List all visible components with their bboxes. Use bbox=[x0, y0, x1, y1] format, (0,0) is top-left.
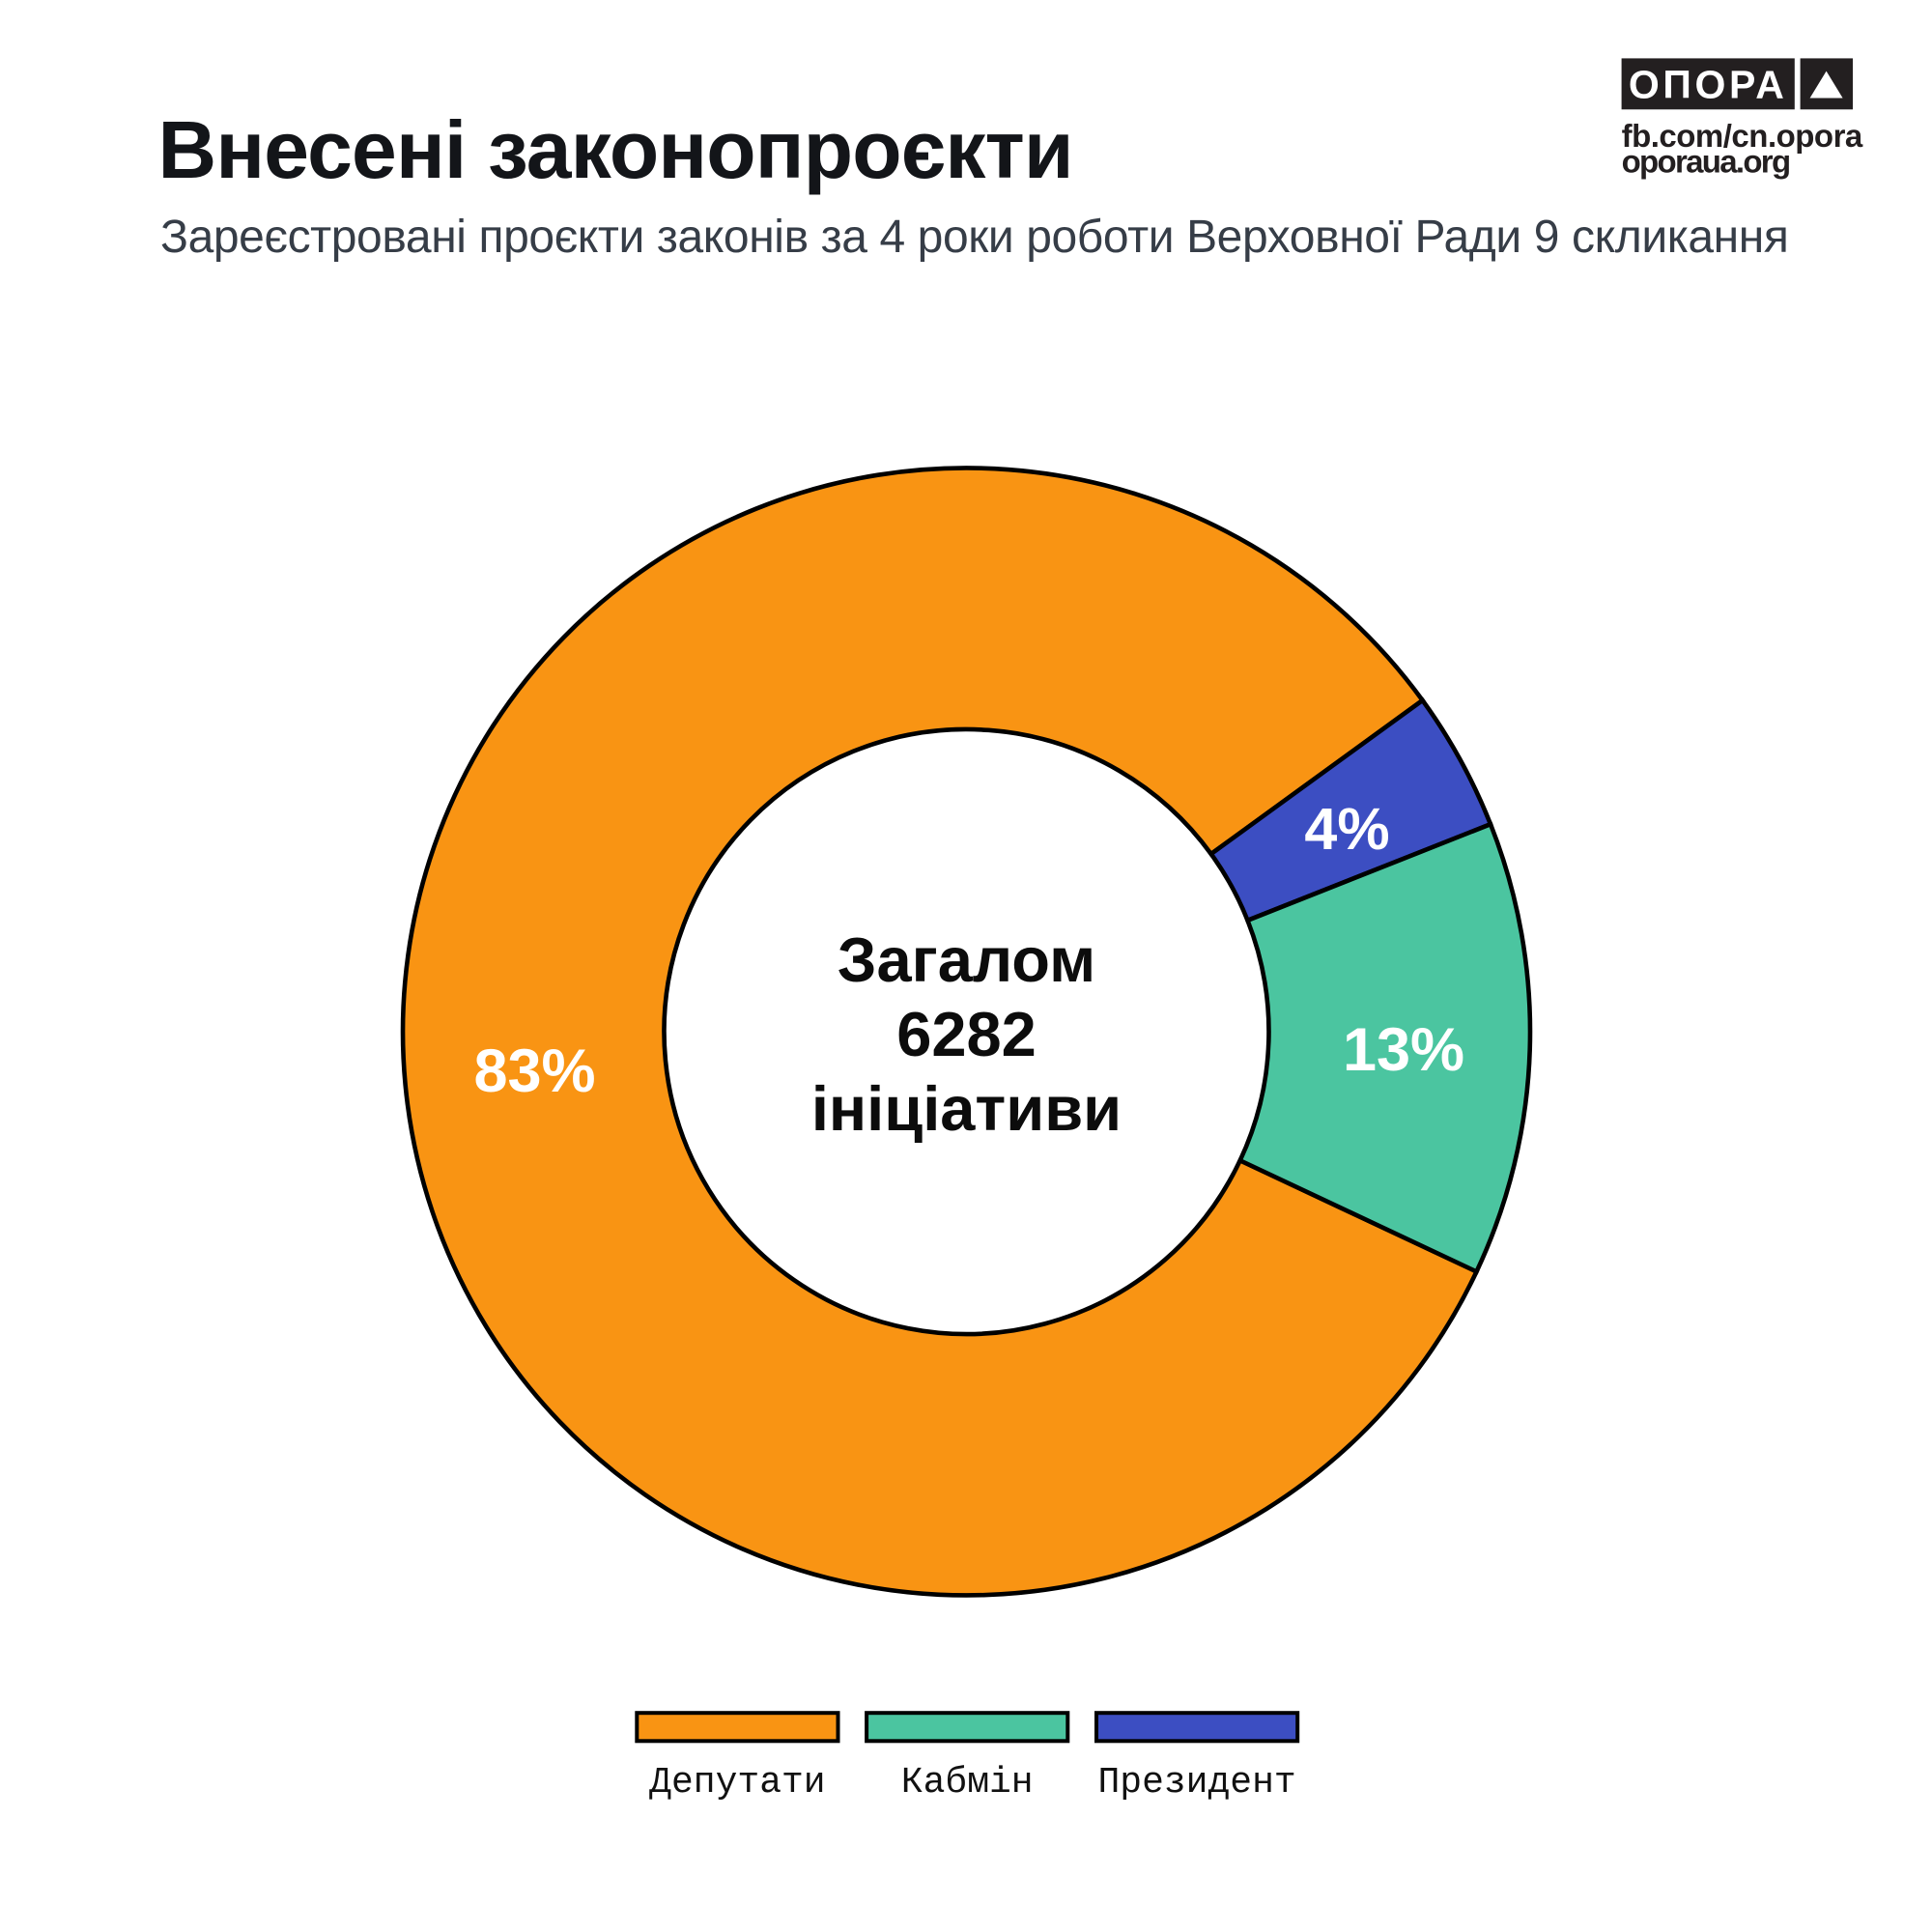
svg-text:fb.com/cn.opora: fb.com/cn.opora bbox=[1622, 118, 1863, 154]
svg-text:6282: 6282 bbox=[896, 999, 1037, 1069]
svg-text:oporaua.org: oporaua.org bbox=[1622, 144, 1790, 180]
svg-text:Депутати: Депутати bbox=[649, 1762, 825, 1804]
svg-text:13%: 13% bbox=[1343, 1016, 1464, 1084]
svg-text:83%: 83% bbox=[473, 1037, 595, 1105]
svg-text:Внесені законопроєкти: Внесені законопроєкти bbox=[158, 104, 1073, 195]
svg-text:ОПОРА: ОПОРА bbox=[1629, 63, 1788, 107]
svg-text:4%: 4% bbox=[1304, 796, 1389, 862]
svg-text:Загалом: Загалом bbox=[838, 924, 1095, 995]
svg-text:Кабмін: Кабмін bbox=[901, 1762, 1034, 1804]
svg-text:ініціативи: ініціативи bbox=[811, 1073, 1122, 1144]
svg-text:Зареєстровані проєкти законів: Зареєстровані проєкти законів за 4 роки … bbox=[160, 212, 1789, 263]
svg-text:Президент: Президент bbox=[1097, 1762, 1295, 1804]
